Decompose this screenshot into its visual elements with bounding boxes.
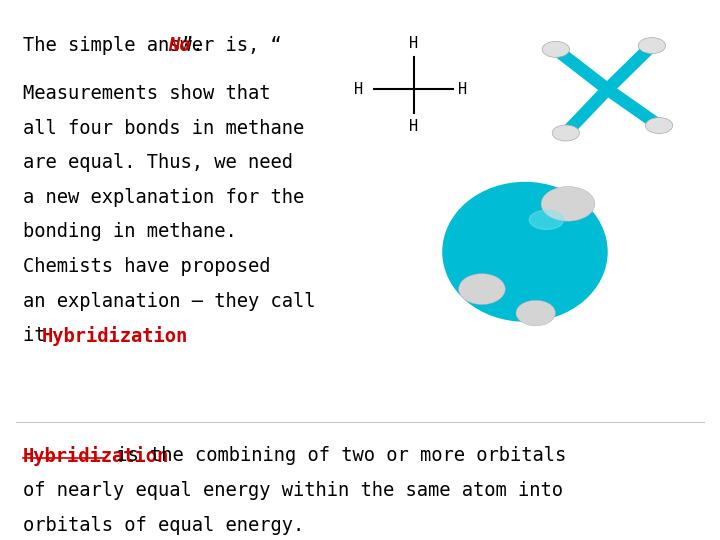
Text: Hybridization: Hybridization <box>42 326 188 346</box>
Text: Measurements show that: Measurements show that <box>23 84 271 103</box>
Ellipse shape <box>645 118 672 133</box>
Ellipse shape <box>516 300 555 326</box>
Text: H: H <box>354 82 363 97</box>
Text: The simple answer is, “: The simple answer is, “ <box>23 36 282 55</box>
Text: Hybridization: Hybridization <box>23 446 169 466</box>
Ellipse shape <box>542 42 570 57</box>
Text: all four bonds in methane: all four bonds in methane <box>23 119 304 138</box>
Ellipse shape <box>529 210 564 230</box>
Text: it: it <box>23 326 57 346</box>
Text: are equal. Thus, we need: are equal. Thus, we need <box>23 153 293 172</box>
Ellipse shape <box>443 183 607 321</box>
Text: an explanation – they call: an explanation – they call <box>23 292 315 310</box>
Text: is the combining of two or more orbitals: is the combining of two or more orbitals <box>105 446 566 465</box>
Ellipse shape <box>459 274 505 305</box>
Text: H: H <box>457 82 467 97</box>
Text: Chemists have proposed: Chemists have proposed <box>23 257 271 276</box>
Text: ”.: ”. <box>181 36 203 55</box>
Text: a new explanation for the: a new explanation for the <box>23 188 304 207</box>
Ellipse shape <box>541 186 595 221</box>
Text: of nearly equal energy within the same atom into: of nearly equal energy within the same a… <box>23 481 563 500</box>
Text: H: H <box>409 119 418 134</box>
Ellipse shape <box>639 38 665 53</box>
Text: orbitals of equal energy.: orbitals of equal energy. <box>23 516 304 535</box>
Text: bonding in methane.: bonding in methane. <box>23 222 237 241</box>
Ellipse shape <box>552 125 580 141</box>
Text: H: H <box>409 36 418 51</box>
Text: No: No <box>168 36 191 55</box>
